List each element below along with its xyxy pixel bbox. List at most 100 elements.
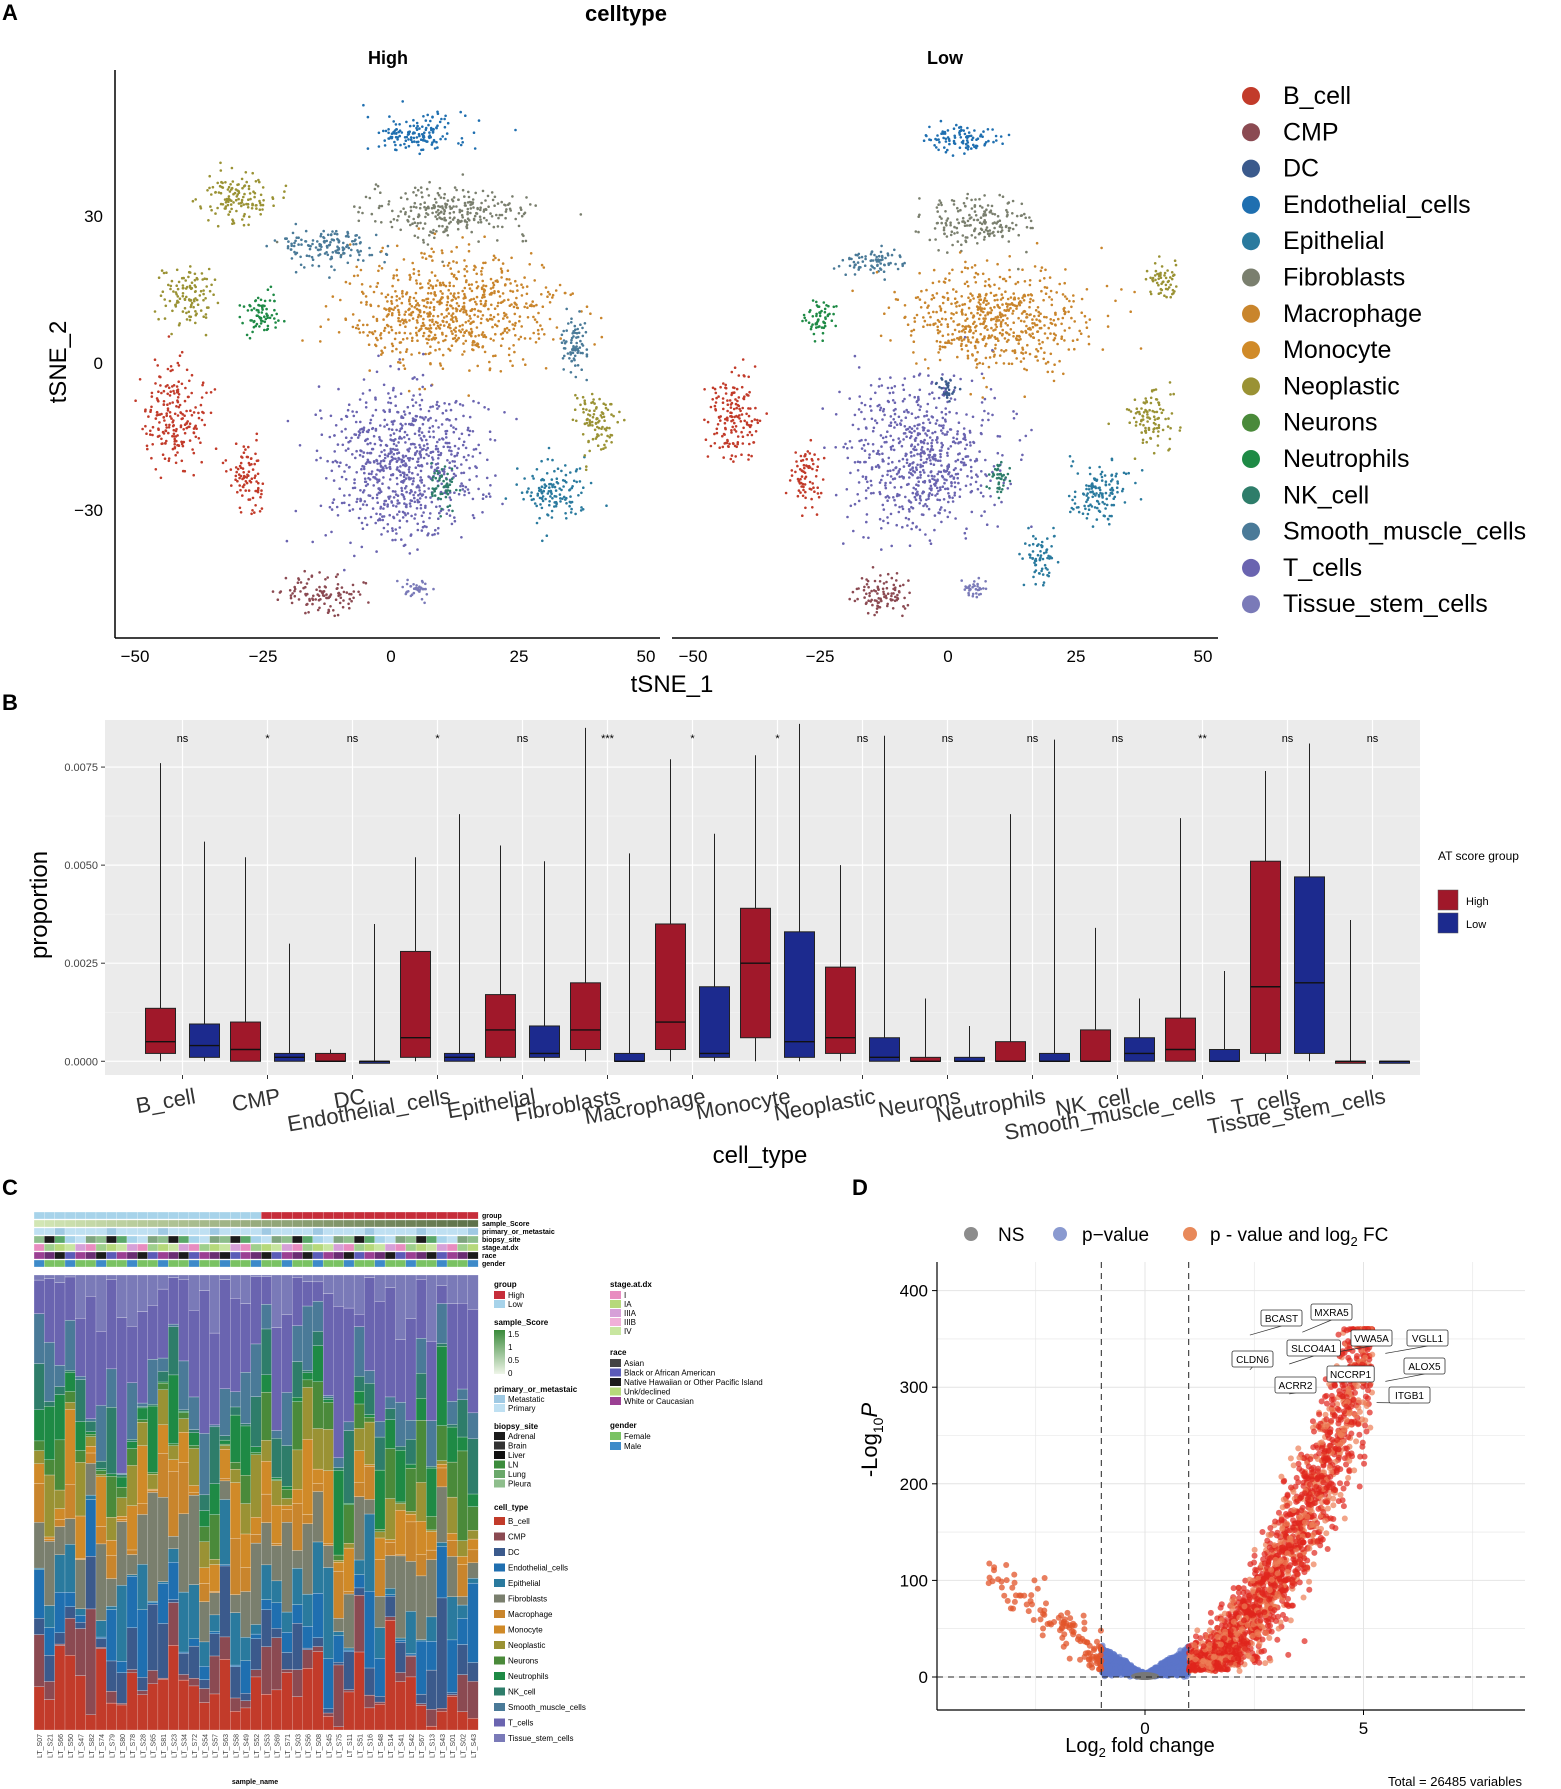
tsne-point — [410, 353, 413, 356]
tsne-point — [394, 331, 398, 335]
tsne-point — [574, 512, 577, 516]
tsne-point — [808, 487, 812, 491]
tsne-point — [382, 507, 385, 510]
tsne-point — [922, 325, 925, 329]
tsne-point — [147, 415, 150, 418]
tsne-point — [926, 447, 929, 451]
tsne-point — [1043, 324, 1046, 327]
tsne-point — [451, 218, 455, 221]
tsne-point — [389, 364, 392, 368]
tsne-point — [815, 321, 819, 324]
tsne-point — [318, 571, 321, 574]
tsne-point — [551, 296, 554, 299]
tsne-point — [380, 267, 384, 270]
tsne-point — [374, 427, 378, 431]
tsne-point — [438, 438, 441, 441]
tsne-point — [741, 435, 745, 439]
tsne-point — [190, 373, 194, 377]
tsne-point — [396, 448, 399, 452]
tsne-point — [364, 406, 368, 409]
tsne-point — [964, 319, 967, 322]
tsne-point — [326, 459, 329, 463]
tsne-point — [257, 486, 260, 490]
tsne-point — [416, 473, 420, 476]
tsne-point — [146, 447, 149, 451]
tsne-point — [1005, 208, 1008, 212]
tsne-point — [477, 119, 481, 122]
tsne-point — [1076, 338, 1079, 342]
tsne-point — [155, 414, 159, 417]
tsne-point — [750, 433, 754, 437]
tsne-point — [362, 451, 366, 454]
tsne-point — [256, 488, 260, 492]
tsne-point — [426, 213, 430, 216]
tsne-point — [331, 460, 335, 464]
tsne-point — [427, 430, 431, 434]
tsne-point — [951, 243, 954, 247]
tsne-point — [901, 457, 905, 461]
tsne-point — [371, 496, 375, 500]
tsne-point — [454, 474, 458, 478]
tsne-point — [932, 323, 935, 327]
tsne-point — [499, 332, 503, 336]
tsne-point — [527, 487, 530, 490]
tsne-point — [323, 585, 327, 588]
tsne-point — [489, 313, 493, 317]
tsne-point — [446, 459, 449, 462]
tsne-point — [210, 283, 213, 287]
tsne-point — [1060, 322, 1063, 326]
tsne-point — [1071, 339, 1075, 343]
tsne-point — [362, 259, 365, 262]
tsne-point — [378, 435, 381, 439]
tsne-point — [963, 331, 967, 334]
tsne-point — [217, 191, 221, 194]
tsne-point — [913, 429, 916, 433]
tsne-point — [479, 302, 483, 306]
tsne-point — [286, 246, 290, 250]
tsne-point — [372, 290, 376, 294]
tsne-point — [379, 507, 382, 510]
tsne-point — [883, 263, 886, 267]
tsne-point — [732, 442, 735, 446]
tsne-point — [475, 326, 479, 329]
tsne-point — [968, 441, 972, 444]
tsne-point — [824, 317, 827, 321]
tsne-point — [927, 418, 930, 421]
tsne-point — [216, 181, 219, 185]
tsne-point — [443, 192, 447, 196]
tsne-point — [433, 494, 437, 497]
tsne-point — [948, 279, 951, 282]
tsne-point — [1072, 294, 1075, 297]
tsne-point — [993, 234, 996, 237]
tsne-point — [756, 421, 760, 425]
tsne-point — [605, 426, 609, 430]
tsne-point — [1030, 294, 1034, 297]
tsne-point — [553, 485, 557, 489]
tsne-point — [420, 529, 424, 532]
tsne-point — [415, 331, 418, 335]
tsne-point — [426, 140, 429, 143]
tsne-point — [1001, 277, 1005, 281]
tsne-point — [1015, 357, 1018, 360]
tsne-point — [446, 300, 450, 304]
tsne-point — [590, 392, 594, 396]
tsne-point — [265, 307, 268, 311]
tsne-point — [520, 283, 523, 287]
tsne-point — [382, 318, 385, 321]
tsne-point — [416, 522, 420, 526]
tsne-point — [383, 260, 386, 264]
tsne-point — [471, 497, 475, 501]
tsne-point — [311, 598, 315, 602]
panel-letter-b: B — [2, 690, 18, 715]
tsne-point — [169, 415, 172, 418]
tsne-point — [239, 474, 243, 478]
tsne-point — [570, 359, 574, 363]
tsne-point — [959, 336, 963, 340]
tsne-point — [375, 370, 379, 374]
tsne-point — [382, 502, 386, 506]
tsne-point — [330, 469, 334, 473]
tsne-point — [170, 417, 173, 420]
tsne-point — [877, 254, 881, 258]
tsne-point — [455, 188, 458, 192]
tsne-point — [1048, 295, 1051, 299]
